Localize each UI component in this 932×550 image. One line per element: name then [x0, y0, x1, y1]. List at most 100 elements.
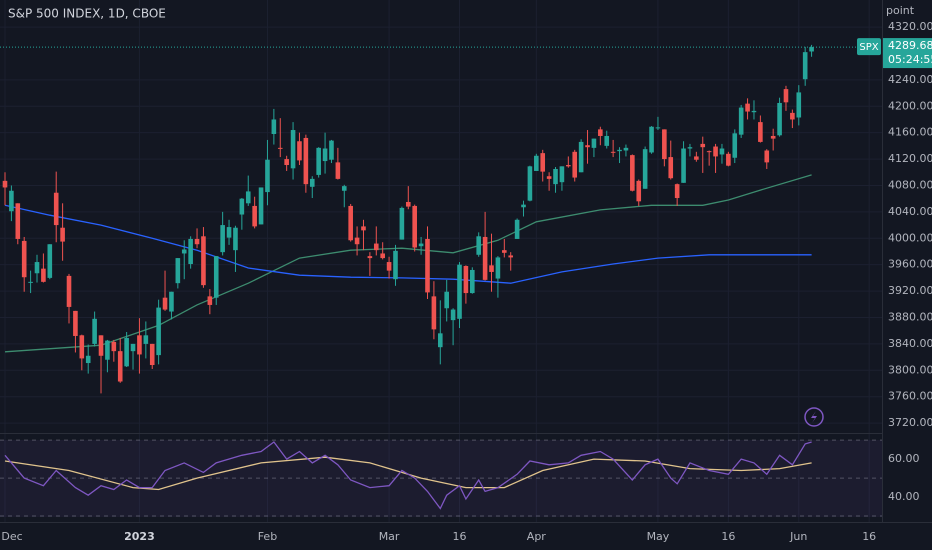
candle-body — [53, 192, 59, 226]
candle-body — [476, 236, 482, 255]
candle-body — [271, 119, 277, 134]
candle-body — [393, 250, 398, 280]
x-tick-label: May — [647, 530, 670, 543]
candle-body — [373, 243, 379, 251]
candle-body — [489, 265, 494, 272]
candle-body — [642, 149, 648, 189]
candle-body — [162, 297, 168, 310]
candle-body — [738, 107, 744, 135]
candle-body — [796, 92, 802, 118]
candle-body — [463, 266, 469, 294]
candle-body — [335, 162, 341, 179]
candle-body — [233, 227, 238, 251]
candle-body — [405, 201, 411, 207]
candle-body — [559, 166, 565, 183]
candle-body — [156, 307, 161, 356]
candle-body — [706, 151, 712, 153]
candle-body — [726, 153, 731, 166]
candle-body — [662, 129, 667, 160]
y-tick-label: 4000.00 — [888, 231, 932, 244]
candle-body — [117, 351, 123, 382]
price-label: 4289.68 — [888, 39, 932, 52]
x-tick-label: Dec — [1, 530, 22, 543]
candle-body — [2, 180, 8, 188]
candle-body — [15, 203, 21, 239]
candle-body — [322, 148, 328, 162]
candle-body — [527, 166, 533, 201]
candle-body — [630, 155, 635, 191]
candle-body — [758, 122, 763, 142]
candle-body — [591, 138, 597, 148]
candle-body — [201, 236, 206, 286]
candle-body — [482, 236, 488, 280]
candle-body — [783, 89, 789, 103]
candle-body — [354, 237, 360, 245]
candle-body — [348, 205, 353, 241]
y-tick-label: 4080.00 — [888, 178, 932, 191]
rsi-tick-label: 60.00 — [888, 452, 920, 465]
unit-label: point — [886, 4, 915, 17]
candle-body — [566, 165, 571, 167]
y-tick-label: 3800.00 — [888, 363, 932, 376]
icon-circle — [804, 407, 824, 427]
candle-body — [265, 159, 270, 193]
candle-body — [47, 244, 53, 278]
candle-body — [623, 147, 629, 151]
candle-body — [105, 340, 110, 360]
price-badge — [883, 38, 932, 69]
candle-body — [85, 355, 91, 364]
candle-body — [220, 225, 225, 253]
x-tick-label: Mar — [379, 530, 400, 543]
candle-body — [598, 129, 603, 136]
candle-body — [9, 190, 14, 212]
candle-body — [60, 227, 65, 242]
candle-body — [34, 262, 40, 274]
rsi-line — [4, 441, 812, 510]
y-tick-label: 3720.00 — [888, 416, 932, 429]
symbol-label: SPX — [859, 42, 878, 53]
candle-body — [732, 133, 738, 158]
x-tick-label: Feb — [258, 530, 277, 543]
candle-body — [213, 256, 219, 298]
candle-body — [181, 249, 187, 254]
candle-body — [297, 141, 302, 161]
y-tick-label: 4040.00 — [888, 205, 932, 218]
candle-body — [694, 156, 699, 160]
candle-body — [450, 309, 456, 321]
candle-body — [252, 205, 257, 227]
candle-body — [610, 151, 616, 153]
candle-body — [79, 335, 85, 359]
lightning-icon[interactable] — [804, 407, 824, 427]
candle-body — [124, 337, 129, 367]
y-tick-label: 3920.00 — [888, 284, 932, 297]
x-tick-label: 16 — [721, 530, 735, 543]
plot — [0, 44, 882, 510]
candle-body — [149, 343, 155, 366]
candle-body — [534, 155, 539, 171]
candle-body — [508, 255, 514, 258]
candle-body — [770, 135, 776, 139]
candle-body — [418, 243, 424, 247]
x-tick-label: Apr — [527, 530, 547, 543]
candle-body — [578, 141, 584, 173]
moving-average — [4, 204, 812, 284]
y-tick-label: 4120.00 — [888, 152, 932, 165]
candle-body — [687, 147, 693, 149]
candle-body — [412, 205, 417, 248]
y-tick-label: 4160.00 — [888, 126, 932, 139]
moving-average — [4, 174, 812, 353]
y-tick-label: 4240.00 — [888, 73, 932, 86]
chart-title: S&P 500 INDEX, 1D, CBOE — [8, 7, 166, 21]
candle-body — [316, 147, 321, 175]
candle-body — [175, 258, 181, 284]
candle-body — [751, 110, 757, 113]
candle-body — [457, 264, 462, 319]
candle-body — [470, 269, 475, 294]
candle-body — [258, 187, 264, 225]
candle-body — [777, 102, 782, 136]
candle-body — [303, 137, 309, 185]
candle-body — [207, 296, 213, 305]
candle-body — [495, 257, 501, 279]
candle-body — [329, 140, 334, 160]
